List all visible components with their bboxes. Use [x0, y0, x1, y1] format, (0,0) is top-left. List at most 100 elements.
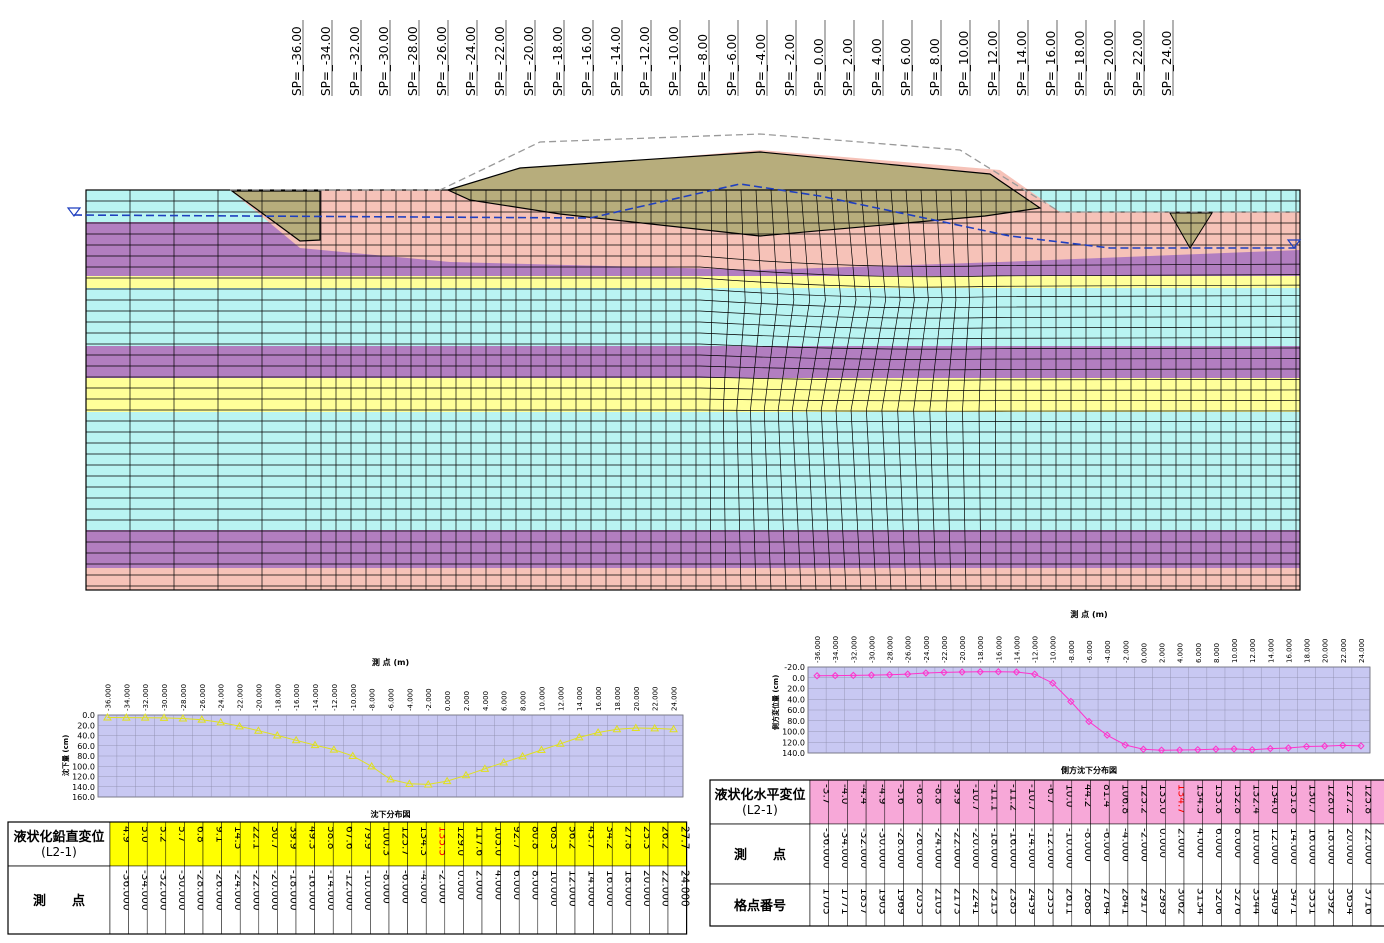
y-tick-label: 0.0	[82, 711, 95, 720]
data-point	[1339, 741, 1347, 750]
x-axis-label: 測 点 (m)	[1070, 609, 1107, 619]
mesh-row-line	[86, 266, 1301, 278]
data-point	[885, 671, 894, 679]
water-level-icon	[1286, 239, 1302, 249]
x-tick-label: -36.000	[104, 684, 112, 711]
original-surface	[230, 133, 1300, 213]
data-point	[813, 672, 821, 680]
data-point	[386, 774, 395, 783]
data-point	[159, 713, 169, 721]
x-tick-label: 6.000	[501, 691, 509, 711]
data-point	[537, 745, 546, 754]
data-point	[831, 671, 839, 680]
water-level-line	[73, 183, 1300, 249]
sp-label: SP=_-20.00	[522, 26, 536, 96]
mesh-row-line	[86, 387, 1301, 391]
x-tick-label: 22.000	[652, 687, 660, 712]
sp-label: SP=_2.00	[841, 38, 855, 96]
mesh-row-line	[86, 376, 1301, 381]
sp-label: SP=_16.00	[1044, 31, 1058, 96]
table-header-sublabel: (L2-1)	[742, 803, 778, 817]
data-point	[593, 728, 603, 736]
x-tick-label: 4.000	[1177, 643, 1185, 663]
data-point	[612, 724, 622, 733]
x-tick-label: -26.000	[905, 636, 913, 663]
x-axis-label: 測 点 (m)	[372, 657, 409, 667]
data-point	[235, 721, 244, 730]
x-tick-label: -22.000	[941, 636, 949, 663]
data-point	[367, 761, 376, 770]
y-tick-label: 140.0	[782, 749, 805, 758]
data-point	[1030, 670, 1039, 678]
y-tick-label: 80.0	[787, 717, 805, 726]
table-header-label: 格点番号	[734, 898, 786, 914]
data-point	[1067, 697, 1075, 706]
sp-label: SP=_0.00	[812, 38, 826, 96]
x-tick-label: 8.000	[1213, 643, 1221, 663]
y-tick-label: 160.0	[72, 793, 95, 802]
data-point	[1212, 745, 1220, 753]
sp-label: SP=_10.00	[957, 31, 971, 96]
mesh-row-line	[86, 288, 1301, 298]
x-tick-label: 18.000	[1304, 639, 1312, 664]
y-tick-label: 100.0	[782, 728, 805, 737]
data-point	[669, 724, 678, 733]
embankment-left-zone	[320, 190, 450, 246]
data-point	[904, 670, 912, 678]
x-tick-label: -32.000	[142, 684, 150, 711]
data-point	[1121, 741, 1129, 749]
x-tick-label: -18.000	[977, 636, 985, 663]
section-outline	[85, 189, 1301, 591]
sp-label: SP=_-4.00	[754, 34, 768, 96]
x-tick-label: -22.000	[237, 684, 245, 711]
x-tick-label: -16.000	[293, 684, 301, 711]
sp-label: SP=_4.00	[870, 38, 884, 96]
y-tick-label: 40.0	[77, 732, 95, 741]
data-point	[1085, 717, 1093, 726]
mesh-row-line	[86, 343, 1301, 350]
mesh-row-line	[86, 354, 1301, 360]
x-tick-label: -20.000	[255, 684, 263, 711]
mesh-row-line	[86, 321, 1301, 329]
water-level-icon	[66, 207, 82, 217]
y-tick-label: 120.0	[72, 773, 95, 782]
x-tick-label: 24.000	[671, 687, 679, 712]
y-tick-label: 20.0	[787, 685, 805, 694]
data-point	[1320, 742, 1329, 750]
data-point	[1157, 746, 1166, 754]
data-point	[1175, 746, 1184, 754]
y-tick-label: 20.0	[77, 721, 95, 730]
x-tick-label: 20.000	[1322, 639, 1330, 664]
sp-label: SP=_6.00	[899, 38, 913, 96]
data-point	[329, 745, 339, 753]
x-tick-label: -4.000	[406, 688, 414, 711]
y-axis-label: 側方変位量 (cm)	[771, 675, 780, 731]
data-point	[1194, 745, 1202, 754]
data-point	[442, 776, 452, 785]
y-tick-label: 80.0	[77, 752, 95, 761]
x-tick-label: -16.000	[995, 636, 1003, 663]
y-tick-label: 40.0	[787, 695, 805, 704]
data-point	[254, 726, 263, 734]
data-point	[140, 713, 150, 721]
sp-label: SP=_18.00	[1073, 31, 1087, 96]
data-point	[121, 713, 131, 721]
mesh-row-line	[86, 310, 1301, 319]
mesh-row-line	[86, 420, 1301, 422]
soil-layer	[86, 378, 1300, 412]
data-point	[976, 668, 984, 676]
data-point	[940, 668, 948, 677]
data-point	[178, 713, 188, 722]
mesh-row-line	[86, 398, 1301, 402]
sp-label: SP=_-14.00	[609, 26, 623, 96]
x-tick-label: 18.000	[614, 687, 622, 712]
sp-label: SP=_-36.00	[290, 26, 304, 96]
x-tick-label: -30.000	[161, 684, 169, 711]
chart-title: 側方沈下分布図	[1060, 765, 1117, 775]
x-tick-label: -2.000	[1122, 640, 1130, 663]
sp-label: SP=_14.00	[1015, 31, 1029, 96]
table-header-label: 液状化水平変位	[714, 787, 805, 803]
